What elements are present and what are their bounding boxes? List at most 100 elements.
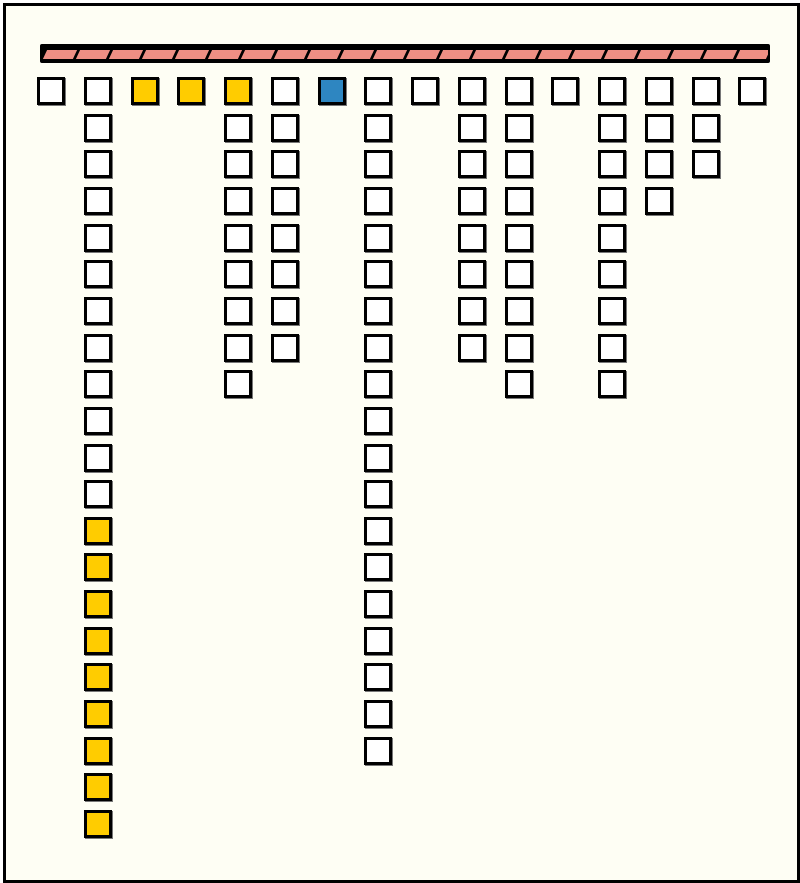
- tile-white[interactable]: [364, 626, 393, 655]
- tile-white[interactable]: [83, 150, 112, 179]
- tile-white[interactable]: [457, 77, 486, 105]
- tile-white[interactable]: [644, 77, 673, 105]
- tile-white[interactable]: [504, 370, 533, 399]
- tile-blue[interactable]: [317, 77, 346, 105]
- tile-yellow[interactable]: [224, 77, 252, 105]
- bar-segment: [240, 50, 276, 59]
- tile-white[interactable]: [364, 150, 393, 179]
- tile-white[interactable]: [457, 296, 486, 325]
- tile-white[interactable]: [224, 113, 252, 142]
- tile-white[interactable]: [598, 223, 626, 252]
- tile-white[interactable]: [224, 260, 252, 289]
- tile-yellow[interactable]: [83, 553, 112, 582]
- tile-white[interactable]: [598, 260, 626, 289]
- tile-white[interactable]: [691, 113, 720, 142]
- tile-white[interactable]: [83, 370, 112, 399]
- tile-white[interactable]: [738, 77, 767, 105]
- tile-white[interactable]: [364, 736, 393, 765]
- tile-white[interactable]: [598, 296, 626, 325]
- tile-white[interactable]: [83, 406, 112, 435]
- tile-white[interactable]: [270, 186, 299, 215]
- tile-white[interactable]: [504, 223, 533, 252]
- tile-white[interactable]: [224, 223, 252, 252]
- tile-white[interactable]: [364, 77, 393, 105]
- tile-white[interactable]: [224, 150, 252, 179]
- tile-white[interactable]: [270, 150, 299, 179]
- tile-white[interactable]: [644, 186, 673, 215]
- tile-white[interactable]: [37, 77, 65, 105]
- tile-yellow[interactable]: [130, 77, 159, 105]
- tile-white[interactable]: [83, 186, 112, 215]
- tile-white[interactable]: [364, 663, 393, 692]
- tile-white[interactable]: [83, 443, 112, 472]
- tile-white[interactable]: [224, 296, 252, 325]
- tile-white[interactable]: [364, 553, 393, 582]
- tile-white[interactable]: [83, 260, 112, 289]
- tile-white[interactable]: [224, 370, 252, 399]
- tile-white[interactable]: [504, 150, 533, 179]
- tile-white[interactable]: [691, 77, 720, 105]
- tile-white[interactable]: [83, 113, 112, 142]
- tile-white[interactable]: [83, 77, 112, 105]
- tile-white[interactable]: [504, 296, 533, 325]
- tile-white[interactable]: [83, 223, 112, 252]
- tile-white[interactable]: [270, 296, 299, 325]
- tile-white[interactable]: [598, 150, 626, 179]
- tile-white[interactable]: [270, 223, 299, 252]
- tile-white[interactable]: [598, 113, 626, 142]
- tile-yellow[interactable]: [83, 516, 112, 545]
- tile-white[interactable]: [457, 223, 486, 252]
- bar-segment: [537, 50, 573, 59]
- tile-yellow[interactable]: [83, 810, 112, 838]
- tile-yellow[interactable]: [83, 700, 112, 729]
- tile-yellow[interactable]: [83, 736, 112, 765]
- tile-white[interactable]: [457, 113, 486, 142]
- tile-white[interactable]: [691, 150, 720, 179]
- tile-white[interactable]: [598, 333, 626, 362]
- tile-white[interactable]: [224, 186, 252, 215]
- tile-yellow[interactable]: [177, 77, 206, 105]
- tile-white[interactable]: [83, 480, 112, 509]
- tile-white[interactable]: [364, 186, 393, 215]
- tile-white[interactable]: [644, 150, 673, 179]
- tile-white[interactable]: [504, 113, 533, 142]
- tile-white[interactable]: [644, 113, 673, 142]
- tile-white[interactable]: [364, 260, 393, 289]
- tile-white[interactable]: [457, 186, 486, 215]
- tile-white[interactable]: [457, 150, 486, 179]
- tile-white[interactable]: [504, 77, 533, 105]
- tile-white[interactable]: [598, 186, 626, 215]
- tile-white[interactable]: [598, 370, 626, 399]
- tile-white[interactable]: [364, 700, 393, 729]
- tile-white[interactable]: [364, 223, 393, 252]
- tile-white[interactable]: [270, 260, 299, 289]
- tile-white[interactable]: [504, 186, 533, 215]
- tile-yellow[interactable]: [83, 590, 112, 619]
- tile-white[interactable]: [364, 296, 393, 325]
- tile-white[interactable]: [270, 77, 299, 105]
- tile-white[interactable]: [364, 480, 393, 509]
- tile-white[interactable]: [411, 77, 439, 105]
- tile-white[interactable]: [224, 333, 252, 362]
- tile-white[interactable]: [457, 260, 486, 289]
- tile-white[interactable]: [364, 443, 393, 472]
- tile-white[interactable]: [364, 370, 393, 399]
- bar-segment: [438, 50, 474, 59]
- tile-white[interactable]: [457, 333, 486, 362]
- tile-white[interactable]: [364, 113, 393, 142]
- tile-yellow[interactable]: [83, 663, 112, 692]
- tile-white[interactable]: [364, 590, 393, 619]
- tile-white[interactable]: [504, 333, 533, 362]
- tile-white[interactable]: [270, 113, 299, 142]
- tile-white[interactable]: [504, 260, 533, 289]
- tile-white[interactable]: [83, 333, 112, 362]
- tile-yellow[interactable]: [83, 626, 112, 655]
- tile-white[interactable]: [598, 77, 626, 105]
- tile-white[interactable]: [270, 333, 299, 362]
- tile-white[interactable]: [551, 77, 580, 105]
- tile-white[interactable]: [83, 296, 112, 325]
- tile-yellow[interactable]: [83, 773, 112, 802]
- tile-white[interactable]: [364, 406, 393, 435]
- tile-white[interactable]: [364, 516, 393, 545]
- tile-white[interactable]: [364, 333, 393, 362]
